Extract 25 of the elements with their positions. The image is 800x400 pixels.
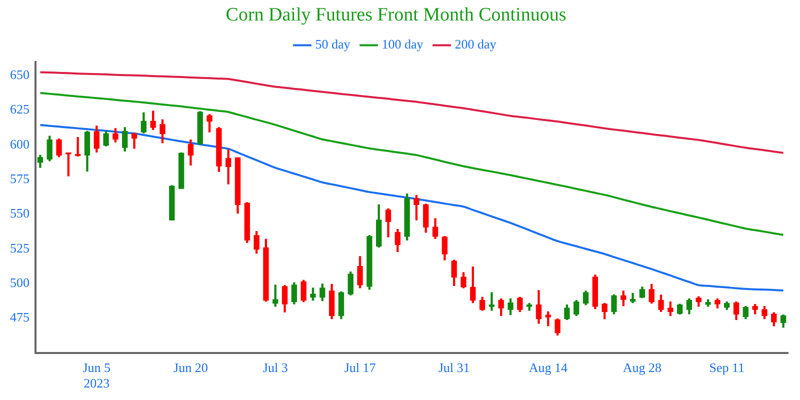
candlestick <box>488 292 495 311</box>
y-tick-label: 575 <box>10 171 30 186</box>
y-tick-label: 600 <box>10 136 30 152</box>
x-tick-label: Jul 17 <box>344 360 376 376</box>
x-tick-label: Jun 20 <box>174 360 208 376</box>
x-tick-label: Jul 3 <box>262 360 288 376</box>
x-tick-label: Jul 31 <box>438 360 470 376</box>
x-tick-label: Jun 5 2023 <box>82 360 111 391</box>
y-tick-label: 550 <box>10 206 30 221</box>
y-tick-label: 525 <box>10 240 30 256</box>
legend-label: 100 day <box>382 36 424 52</box>
x-tick-label: Sep 11 <box>709 360 744 376</box>
y-tick-label: 625 <box>10 102 30 117</box>
x-tick-label: Aug 28 <box>622 360 662 376</box>
x-tick-label: Aug 14 <box>528 360 568 376</box>
y-tick-label: 500 <box>10 274 30 290</box>
line-series <box>39 92 784 236</box>
y-tick-label: 475 <box>10 310 30 325</box>
legend-label: 200 day <box>454 36 497 52</box>
line-series <box>39 71 784 154</box>
line-series <box>39 124 784 292</box>
y-tick-label: 650 <box>10 67 30 82</box>
chart-title: Corn Daily Futures Front Month Continuous <box>226 4 566 26</box>
legend-label: 50 day <box>315 36 351 52</box>
candlestick <box>75 136 81 156</box>
